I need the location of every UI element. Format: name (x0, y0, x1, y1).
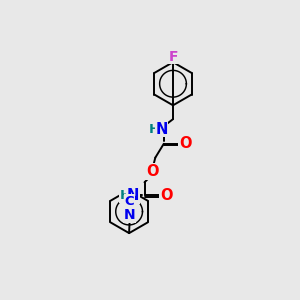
Text: N: N (123, 208, 135, 222)
Text: C: C (124, 195, 134, 208)
Text: H: H (149, 123, 160, 136)
Text: N: N (127, 188, 139, 203)
Text: F: F (168, 50, 178, 64)
Text: O: O (160, 188, 172, 203)
Text: O: O (146, 164, 158, 179)
Text: N: N (155, 122, 168, 137)
Text: O: O (179, 136, 192, 151)
Text: H: H (120, 189, 131, 202)
